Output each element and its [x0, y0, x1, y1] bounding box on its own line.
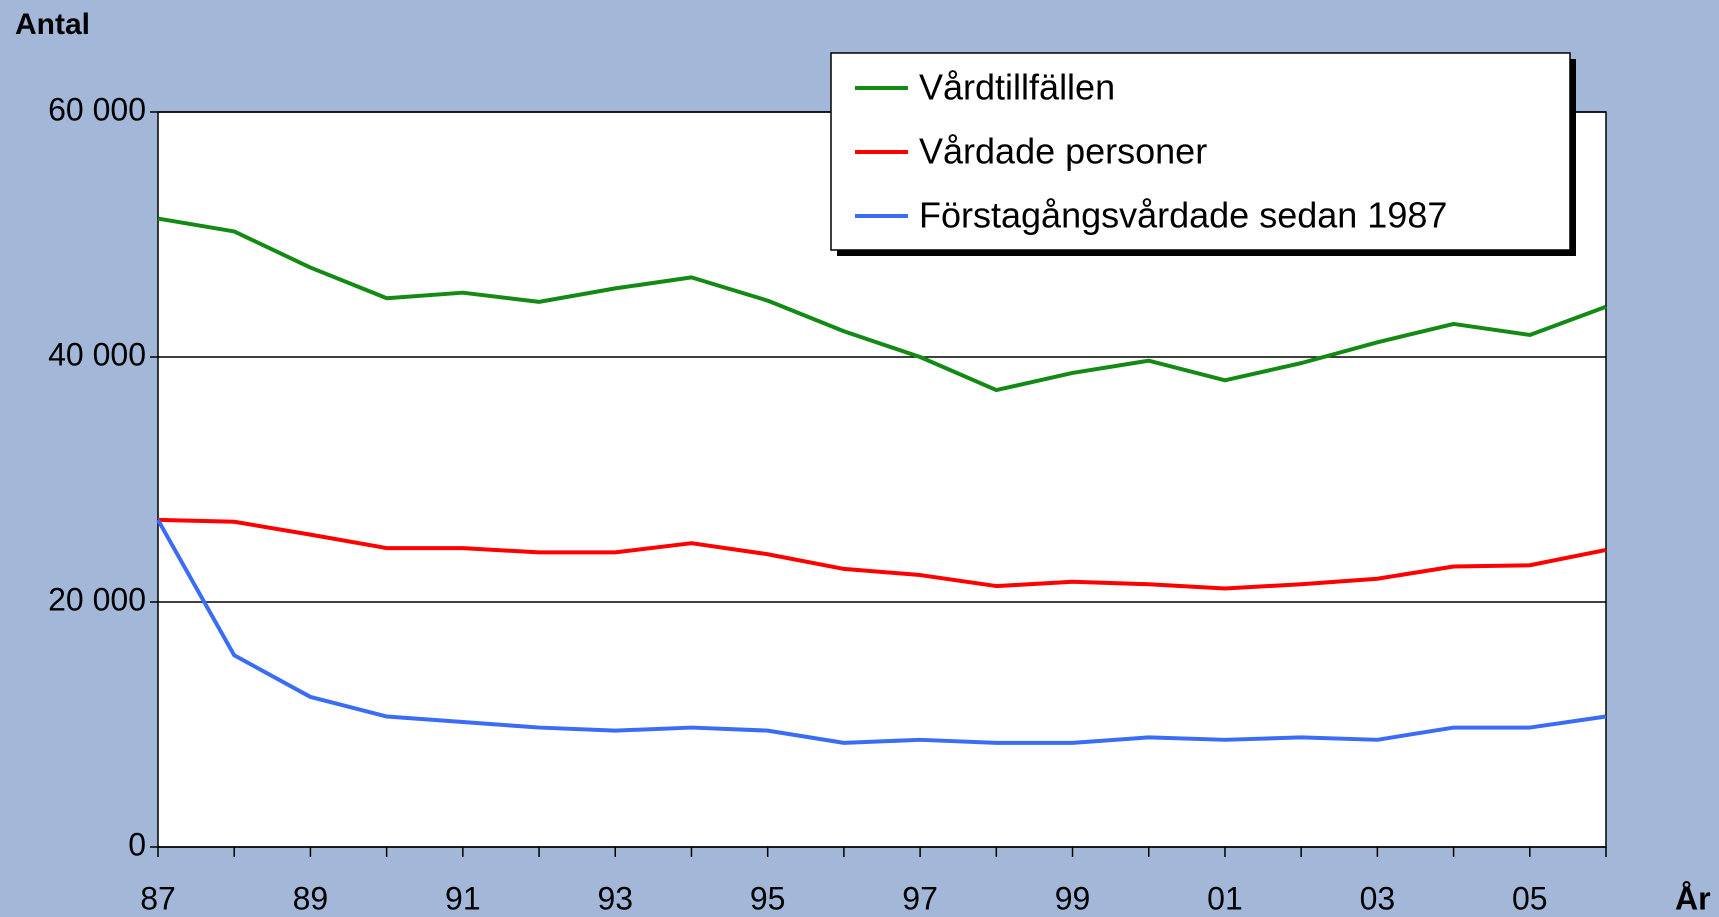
y-tick-label: 60 000	[48, 91, 146, 127]
x-tick-label: 01	[1207, 880, 1243, 916]
legend-label: Vårdtillfällen	[919, 67, 1115, 108]
legend-label: Vårdade personer	[919, 131, 1207, 172]
legend-label: Förstagångsvårdade sedan 1987	[919, 195, 1447, 236]
y-axis-label: Antal	[15, 8, 90, 41]
x-tick-label: 93	[597, 880, 633, 916]
legend	[830, 52, 1571, 251]
x-tick-label: 03	[1360, 880, 1396, 916]
line-series	[156, 518, 1607, 745]
x-tick-label: 05	[1512, 880, 1548, 916]
x-tick-label: 97	[902, 880, 938, 916]
y-tick-label: 0	[128, 826, 146, 862]
line-series	[157, 216, 1607, 393]
x-tick-label: 89	[293, 880, 329, 916]
x-tick-label: 99	[1055, 880, 1091, 916]
x-tick-label: 87	[140, 880, 176, 916]
x-axis-label: År	[1675, 880, 1711, 916]
x-tick-label: 95	[750, 880, 786, 916]
y-tick-label: 20 000	[48, 581, 146, 617]
x-tick-label: 91	[445, 880, 481, 916]
y-tick-label: 40 000	[48, 336, 146, 372]
line-series	[157, 517, 1607, 591]
